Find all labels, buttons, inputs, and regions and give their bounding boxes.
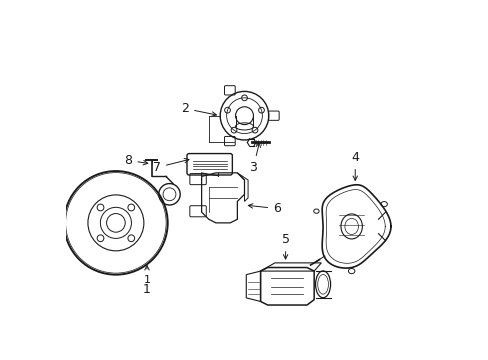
- Text: 3: 3: [249, 143, 260, 174]
- Text: 4: 4: [350, 151, 359, 180]
- Text: 7: 7: [153, 158, 188, 174]
- Text: 8: 8: [124, 154, 147, 167]
- Text: 1: 1: [143, 266, 150, 284]
- Text: 2: 2: [181, 102, 216, 116]
- Text: 6: 6: [248, 202, 281, 215]
- Text: 1: 1: [143, 283, 151, 296]
- Text: 5: 5: [281, 233, 289, 259]
